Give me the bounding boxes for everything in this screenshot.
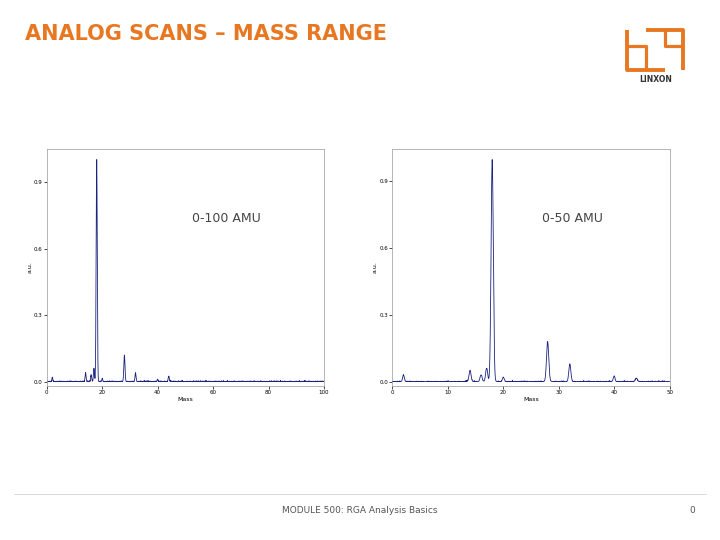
- Text: 0: 0: [689, 506, 695, 515]
- Text: LINXON: LINXON: [639, 75, 672, 84]
- Text: ANALOG SCANS – MASS RANGE: ANALOG SCANS – MASS RANGE: [25, 24, 387, 44]
- Text: 0-50 AMU: 0-50 AMU: [542, 212, 603, 225]
- X-axis label: Mass: Mass: [178, 397, 193, 402]
- Y-axis label: a.u.: a.u.: [27, 261, 32, 273]
- Text: MODULE 500: RGA Analysis Basics: MODULE 500: RGA Analysis Basics: [282, 506, 438, 515]
- Text: 0-100 AMU: 0-100 AMU: [192, 212, 261, 225]
- X-axis label: Mass: Mass: [523, 397, 539, 402]
- Y-axis label: a.u.: a.u.: [373, 261, 378, 273]
